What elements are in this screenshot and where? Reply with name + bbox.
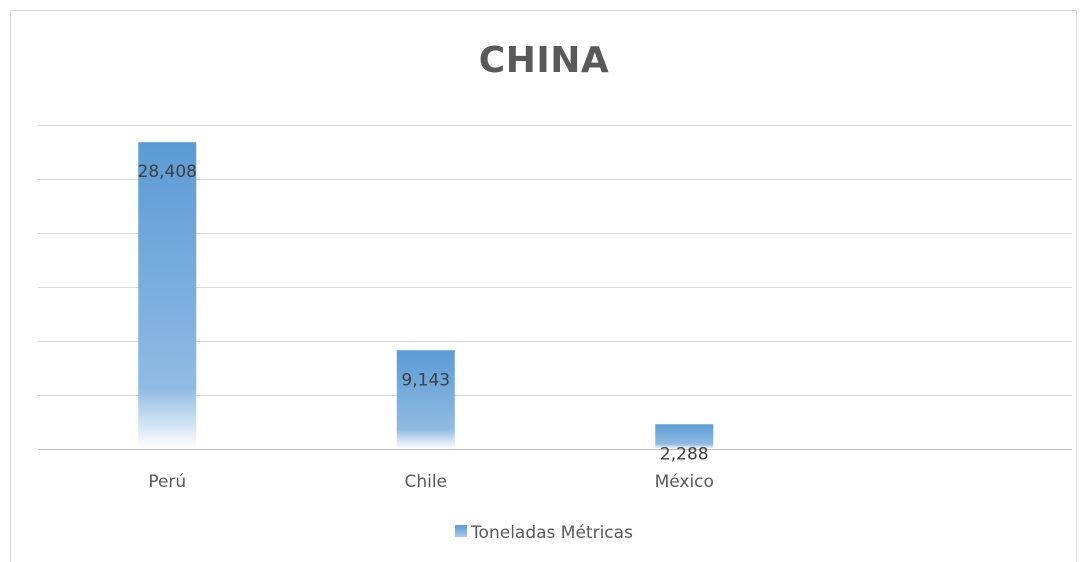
- x-axis-ticks: Perú Chile México: [148, 472, 714, 492]
- x-tick-label-0: Perú: [148, 472, 186, 492]
- data-labels: 28,408 9,143 2,288: [138, 162, 709, 464]
- bar-2: [655, 424, 714, 449]
- legend: Toneladas Métricas: [0, 523, 1088, 543]
- chart-frame: [10, 10, 1077, 562]
- x-tick-label-1: Chile: [404, 472, 447, 492]
- bar-1: [396, 350, 455, 449]
- data-label-1: 9,143: [401, 370, 450, 390]
- legend-label: Toneladas Métricas: [471, 523, 633, 543]
- x-tick-label-2: México: [655, 472, 714, 492]
- bars: [138, 142, 714, 449]
- chart-title: CHINA: [478, 40, 610, 81]
- data-label-0: 28,408: [138, 162, 197, 182]
- data-label-2: 2,288: [660, 444, 709, 464]
- gridlines: [38, 125, 1072, 450]
- legend-swatch: [455, 525, 468, 537]
- bar-0: [138, 142, 197, 449]
